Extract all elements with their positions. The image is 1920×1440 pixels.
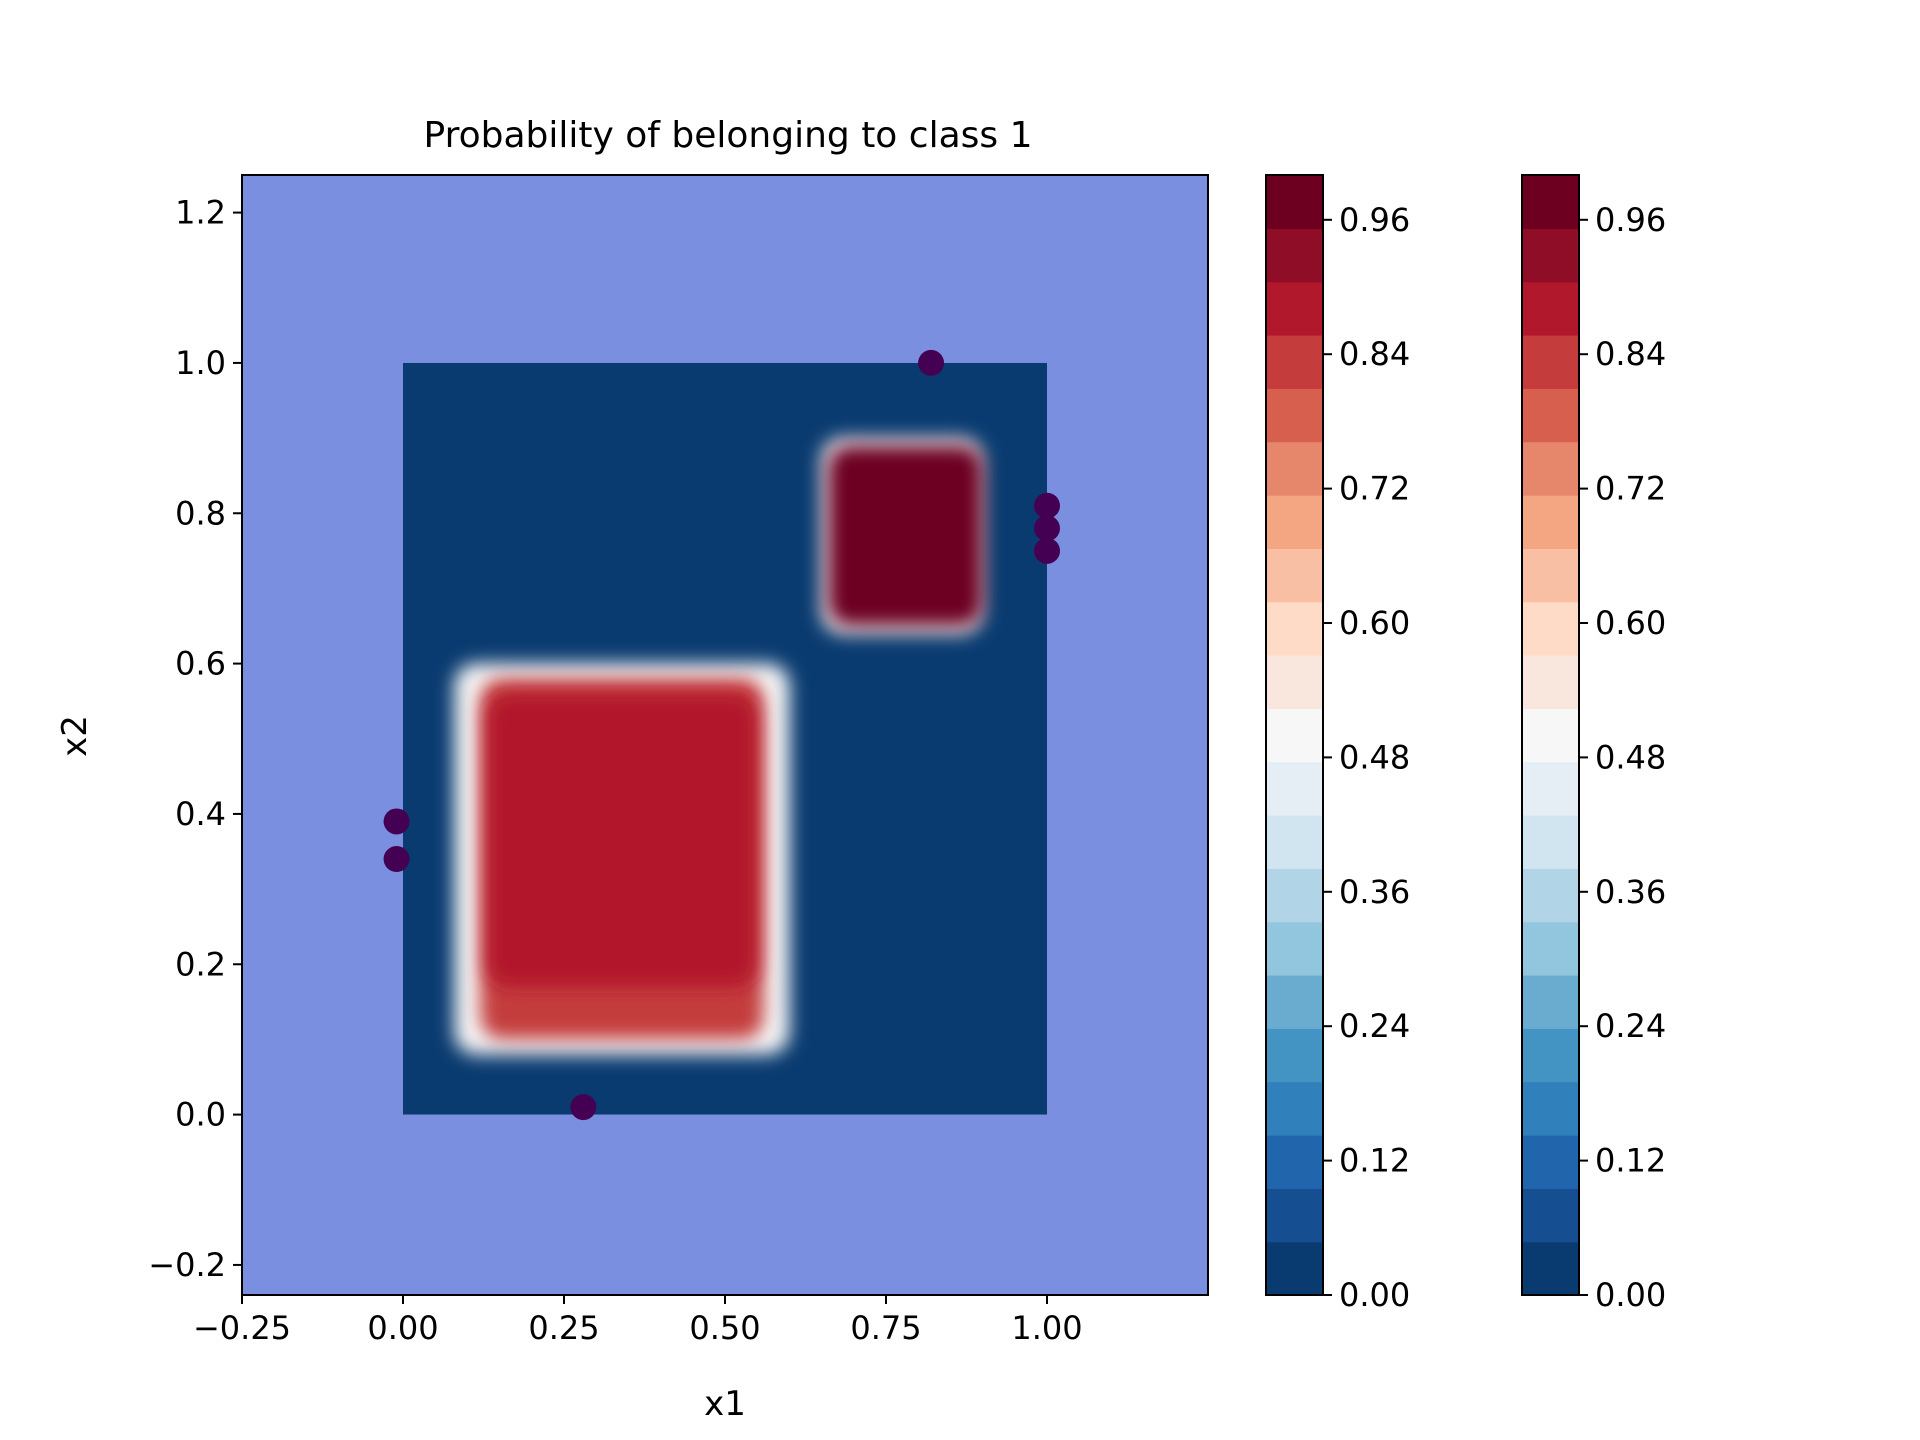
colorbar-level bbox=[1522, 975, 1579, 1029]
y-axis-ticks: −0.2 0.0 0.2 0.4 0.6 0.8 1.0 1.2 bbox=[148, 194, 242, 1284]
colorbar-tick-label: 0.96 bbox=[1595, 201, 1666, 239]
colorbar-tick-label: 0.60 bbox=[1339, 604, 1410, 642]
colorbar-level bbox=[1522, 388, 1579, 443]
y-tick-label: 0.8 bbox=[175, 494, 226, 532]
x-tick-label: 0.00 bbox=[367, 1309, 438, 1347]
colorbar-tick-label: 0.24 bbox=[1595, 1007, 1666, 1045]
data-point-1 bbox=[1034, 492, 1060, 519]
colorbar-level bbox=[1266, 228, 1323, 283]
x-axis-label: x1 bbox=[704, 1384, 746, 1424]
colorbar-tick-label: 0.24 bbox=[1339, 1007, 1410, 1045]
colorbar-frame bbox=[1265, 174, 1324, 1296]
y-tick-label: −0.2 bbox=[148, 1246, 226, 1284]
colorbar-level bbox=[1522, 1188, 1579, 1243]
data-point-3 bbox=[1034, 537, 1060, 564]
colorbar-level bbox=[1522, 441, 1579, 496]
colorbar-level bbox=[1522, 761, 1579, 816]
colorbar-level bbox=[1522, 1081, 1579, 1136]
colorbar-level bbox=[1266, 388, 1323, 443]
colorbar-level bbox=[1266, 601, 1323, 656]
colorbar-tick-label: 0.12 bbox=[1339, 1142, 1410, 1180]
colorbar-level bbox=[1522, 708, 1579, 763]
y-tick-label: 0.0 bbox=[175, 1096, 226, 1134]
colorbar-level bbox=[1522, 868, 1579, 923]
data-point-4 bbox=[383, 808, 410, 835]
colorbar-tick-label: 0.72 bbox=[1595, 470, 1666, 508]
colorbar-tick-label: 0.36 bbox=[1595, 873, 1666, 911]
data-point-2 bbox=[1034, 515, 1060, 542]
x-tick-label: 0.75 bbox=[850, 1309, 921, 1347]
data-points bbox=[383, 349, 1060, 1121]
colorbar-level bbox=[1266, 1188, 1323, 1243]
probability-surface bbox=[403, 362, 1047, 1115]
colorbar-level bbox=[1266, 548, 1323, 603]
data-point-5 bbox=[383, 846, 410, 873]
colorbar-level bbox=[1266, 975, 1323, 1029]
colorbar-level bbox=[1266, 281, 1323, 336]
colorbar-level bbox=[1266, 868, 1323, 923]
colorbar-level bbox=[1522, 815, 1579, 869]
colorbar-level bbox=[1522, 1028, 1579, 1083]
colorbar-level bbox=[1266, 815, 1323, 869]
y-axis-label: x2 bbox=[55, 715, 95, 757]
x-axis-ticks: −0.25 0.00 0.25 0.50 0.75 1.00 bbox=[193, 1295, 1083, 1347]
colorbar-level bbox=[1522, 548, 1579, 603]
colorbar-level bbox=[1522, 921, 1579, 976]
colorbar-level bbox=[1522, 1135, 1579, 1189]
colorbar-tick-label: 0.00 bbox=[1339, 1276, 1410, 1314]
y-tick-label: 1.0 bbox=[175, 344, 226, 382]
colorbar-tick-label: 0.00 bbox=[1595, 1276, 1666, 1314]
colorbar-level bbox=[1522, 495, 1579, 549]
y-tick-label: 0.4 bbox=[175, 795, 226, 833]
colorbar-level bbox=[1522, 335, 1579, 389]
colorbar-level bbox=[1266, 1081, 1323, 1136]
colorbar-level bbox=[1522, 601, 1579, 656]
colorbar-level bbox=[1266, 1135, 1323, 1189]
colorbar-tick-label: 0.84 bbox=[1595, 335, 1666, 373]
colorbar-level bbox=[1266, 175, 1323, 229]
colorbar-frame bbox=[1521, 174, 1580, 1296]
colorbar-tick-label: 0.48 bbox=[1339, 738, 1410, 776]
x-tick-label: −0.25 bbox=[193, 1309, 291, 1347]
colorbar-level bbox=[1266, 655, 1323, 709]
colorbar-tick-label: 0.12 bbox=[1595, 1142, 1666, 1180]
colorbar-tick-label: 0.60 bbox=[1595, 604, 1666, 642]
colorbar-level bbox=[1266, 1241, 1323, 1296]
colorbar-level bbox=[1522, 228, 1579, 283]
data-point-0 bbox=[918, 349, 945, 376]
chart-title: Probability of belonging to class 1 bbox=[424, 115, 1033, 156]
colorbar-level bbox=[1266, 708, 1323, 763]
y-tick-label: 0.6 bbox=[175, 645, 226, 683]
colorbar-left: 0.00 0.12 0.24 0.36 0.48 0.60 0.72 0.84 0.96 bbox=[1265, 174, 1410, 1314]
colorbar-level bbox=[1522, 281, 1579, 336]
x-tick-label: 0.50 bbox=[689, 1309, 760, 1347]
y-tick-label: 0.2 bbox=[175, 945, 226, 983]
x-tick-label: 0.25 bbox=[528, 1309, 599, 1347]
data-point-6 bbox=[570, 1094, 597, 1121]
colorbar-level bbox=[1266, 1028, 1323, 1083]
colorbar-level bbox=[1266, 761, 1323, 816]
colorbar-tick-label: 0.96 bbox=[1339, 201, 1410, 239]
probability-region-4 bbox=[828, 445, 983, 627]
colorbar-level bbox=[1266, 335, 1323, 389]
colorbar-tick-label: 0.72 bbox=[1339, 470, 1410, 508]
colorbar-level bbox=[1266, 921, 1323, 976]
colorbar-tick-label: 0.84 bbox=[1339, 335, 1410, 373]
colorbar-tick-label: 0.36 bbox=[1339, 873, 1410, 911]
x-tick-label: 1.00 bbox=[1011, 1309, 1082, 1347]
probability-region-2 bbox=[486, 693, 758, 987]
colorbar-level bbox=[1522, 175, 1579, 229]
colorbar-level bbox=[1522, 1241, 1579, 1296]
colorbar-level bbox=[1266, 495, 1323, 549]
colorbar-level bbox=[1266, 441, 1323, 496]
colorbar-level bbox=[1522, 655, 1579, 709]
colorbar-right: 0.00 0.12 0.24 0.36 0.48 0.60 0.72 0.84 0.96 bbox=[1521, 174, 1666, 1314]
y-tick-label: 1.2 bbox=[175, 194, 226, 232]
colorbar-tick-label: 0.48 bbox=[1595, 738, 1666, 776]
